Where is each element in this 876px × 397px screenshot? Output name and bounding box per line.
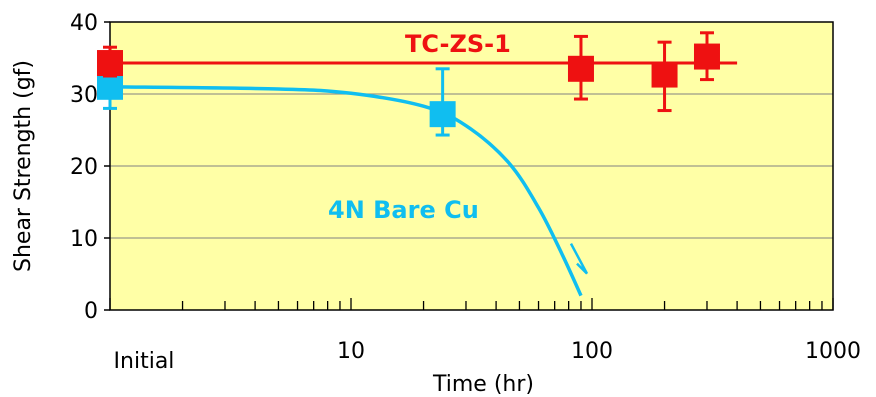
data-point-1-0	[97, 73, 123, 100]
x-tick-label: Initial	[114, 349, 175, 374]
y-tick-label: 40	[70, 11, 98, 36]
data-points	[97, 31, 720, 137]
data-point-0-1	[567, 55, 594, 82]
data-point-1-1	[429, 101, 456, 128]
axes: 0 10 20 30 40 Initial 10 100 1000	[70, 11, 861, 374]
trend-arrow-1	[569, 243, 589, 275]
y-tick-label: 30	[70, 83, 98, 108]
series-label-tc-zs-1: TC-ZS-1	[405, 30, 511, 58]
x-tick-label: 10	[337, 339, 365, 364]
x-axis-title: Time (hr)	[432, 372, 534, 397]
labels: Time (hr) Shear Strength (gf) TC-ZS-1 4N…	[11, 30, 534, 397]
grid-lines	[110, 93, 833, 239]
data-point-0-2	[651, 61, 678, 88]
y-tick-label: 0	[84, 299, 98, 324]
x-tick-label: 100	[571, 339, 613, 364]
data-point-0-0	[97, 50, 123, 77]
y-tick-label: 10	[70, 227, 98, 252]
y-axis-title: Shear Strength (gf)	[11, 60, 36, 272]
series-label-4n-bare-cu: 4N Bare Cu	[328, 196, 479, 224]
x-tick-label: 1000	[805, 339, 861, 364]
y-tick-label: 20	[70, 155, 98, 180]
data-point-0-3	[693, 43, 720, 70]
